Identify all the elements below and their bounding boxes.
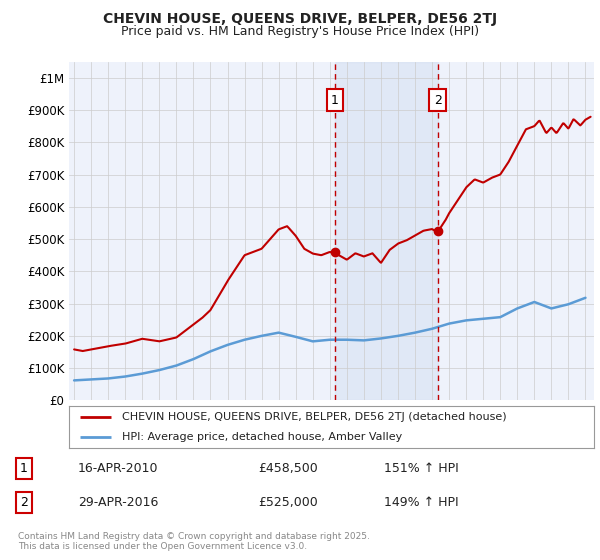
Text: 1: 1 xyxy=(20,462,28,475)
Text: 16-APR-2010: 16-APR-2010 xyxy=(78,462,158,475)
Text: CHEVIN HOUSE, QUEENS DRIVE, BELPER, DE56 2TJ: CHEVIN HOUSE, QUEENS DRIVE, BELPER, DE56… xyxy=(103,12,497,26)
Text: 2: 2 xyxy=(434,94,442,107)
Text: 149% ↑ HPI: 149% ↑ HPI xyxy=(384,496,458,509)
Text: Price paid vs. HM Land Registry's House Price Index (HPI): Price paid vs. HM Land Registry's House … xyxy=(121,25,479,38)
Text: CHEVIN HOUSE, QUEENS DRIVE, BELPER, DE56 2TJ (detached house): CHEVIN HOUSE, QUEENS DRIVE, BELPER, DE56… xyxy=(121,412,506,422)
Bar xyxy=(335,62,437,400)
Text: 29-APR-2016: 29-APR-2016 xyxy=(78,496,158,509)
Text: Contains HM Land Registry data © Crown copyright and database right 2025.
This d: Contains HM Land Registry data © Crown c… xyxy=(18,532,370,552)
Text: 2: 2 xyxy=(20,496,28,509)
Text: 1: 1 xyxy=(331,94,339,107)
Text: 151% ↑ HPI: 151% ↑ HPI xyxy=(384,462,459,475)
Text: £458,500: £458,500 xyxy=(258,462,318,475)
Text: HPI: Average price, detached house, Amber Valley: HPI: Average price, detached house, Ambe… xyxy=(121,432,402,442)
Text: £525,000: £525,000 xyxy=(258,496,318,509)
